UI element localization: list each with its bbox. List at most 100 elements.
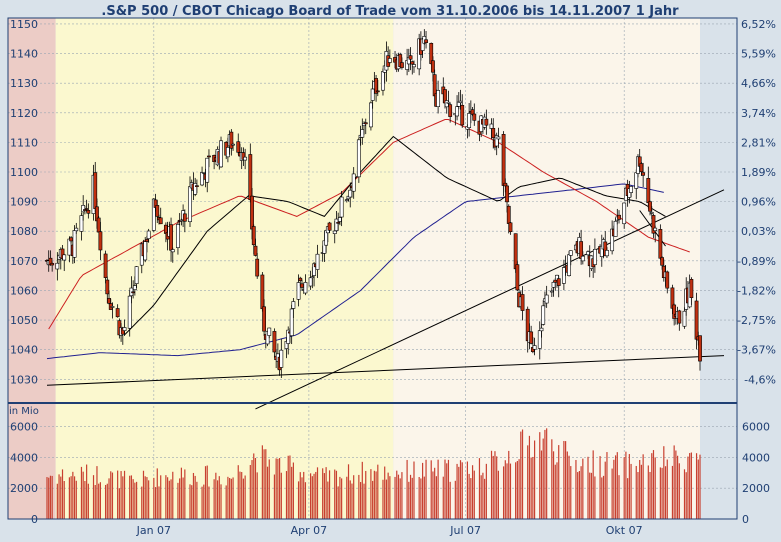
candle-up [360,129,365,138]
candle-down [508,222,513,232]
price-tick-label: 1070 [10,255,38,268]
candle-up [74,227,79,232]
candle-up [567,254,571,276]
candle-down [698,335,702,362]
volume-panel-frame [7,402,738,520]
candle-down [501,134,506,186]
candle-up [308,277,313,287]
price-zone-yellow [55,18,394,403]
candle-down [262,306,266,332]
candle-up [132,285,137,290]
candle-up [110,306,115,308]
candle-up [592,248,597,265]
price-tick-label: 1150 [10,18,38,31]
candle-down [639,163,644,173]
percent-tick-label: 1,89% [741,166,776,179]
date-tick-label: Jul 07 [449,524,481,537]
candle-up [205,157,210,183]
candle-down [617,214,621,220]
candle-down [248,154,253,201]
candle-up [436,90,441,107]
price-zone-pink [8,18,56,403]
candle-up [332,230,337,234]
candle-up [127,295,132,329]
candle-up [653,227,658,231]
candle-down [515,264,520,291]
candle-down [646,178,651,204]
candle-down [115,308,120,318]
candle-down [155,205,160,217]
candle-up [279,349,284,368]
price-tick-label: 1130 [10,77,38,90]
candle-down [503,182,508,187]
candle-down [505,185,509,203]
candle-down [229,131,234,149]
percent-tick-label: 2,81% [741,136,776,149]
candle-up [622,202,627,225]
ma-mid-line [48,119,690,330]
volume-tick-label-left: 0 [31,513,38,526]
candle-down [472,113,477,121]
candle-up [179,219,184,222]
candle-down [182,213,187,222]
candle-up [629,186,633,193]
candle-up [381,71,385,91]
candle-up [351,173,356,192]
volume-tick-label-right: 2000 [742,482,770,495]
candle-up [568,250,573,256]
candle-down [410,61,415,65]
candle-up [267,327,272,336]
candle-up [289,308,294,337]
candle-down [103,253,108,278]
candle-up [532,345,537,350]
volume-tick-label-left: 4000 [10,451,38,464]
percent-tick-label: 5,59% [741,48,776,61]
candle-down [648,201,652,212]
candle-up [682,310,687,327]
candle-down [194,185,199,187]
candle-down [660,257,664,266]
percent-tick-label: 3,74% [741,107,776,120]
candle-up [303,282,308,294]
candle-up [387,58,392,63]
candle-up [226,147,230,158]
candle-down [272,331,277,353]
candle-down [506,205,511,224]
percent-tick-label: -3,67% [737,344,776,357]
candle-up [291,301,296,309]
candle-down [260,274,265,310]
candle-up [201,172,206,174]
candle-down [336,222,341,224]
candle-down [250,195,254,230]
candle-up [605,250,609,257]
candle-down [69,237,74,242]
price-tick-label: 1030 [10,373,38,386]
candle-down [665,271,670,289]
candle-down [84,208,89,210]
candle-up [170,249,175,253]
candle-up [561,267,566,284]
candle-down [207,155,211,158]
price-tick-label: 1080 [10,225,38,238]
candle-up [146,230,151,239]
candle-down [105,279,110,295]
candle-down [86,210,91,214]
candle-up [634,172,639,189]
price-tick-label: 1140 [10,48,38,61]
candle-up [176,224,180,248]
candle-down [400,62,404,68]
candle-down [520,294,525,311]
candle-up [369,102,373,128]
candle-down [298,277,303,281]
price-tick-label: 1110 [10,136,38,149]
candle-down [255,258,260,277]
volume-tick-label-left: 6000 [10,420,38,433]
candle-down [145,239,149,242]
date-tick-label: Okt 07 [606,524,643,537]
volume-tick-label-right: 6000 [742,420,770,433]
candle-up [537,330,542,349]
candle-up [613,220,618,237]
ma-long-line [46,183,664,360]
candle-up [334,218,339,231]
